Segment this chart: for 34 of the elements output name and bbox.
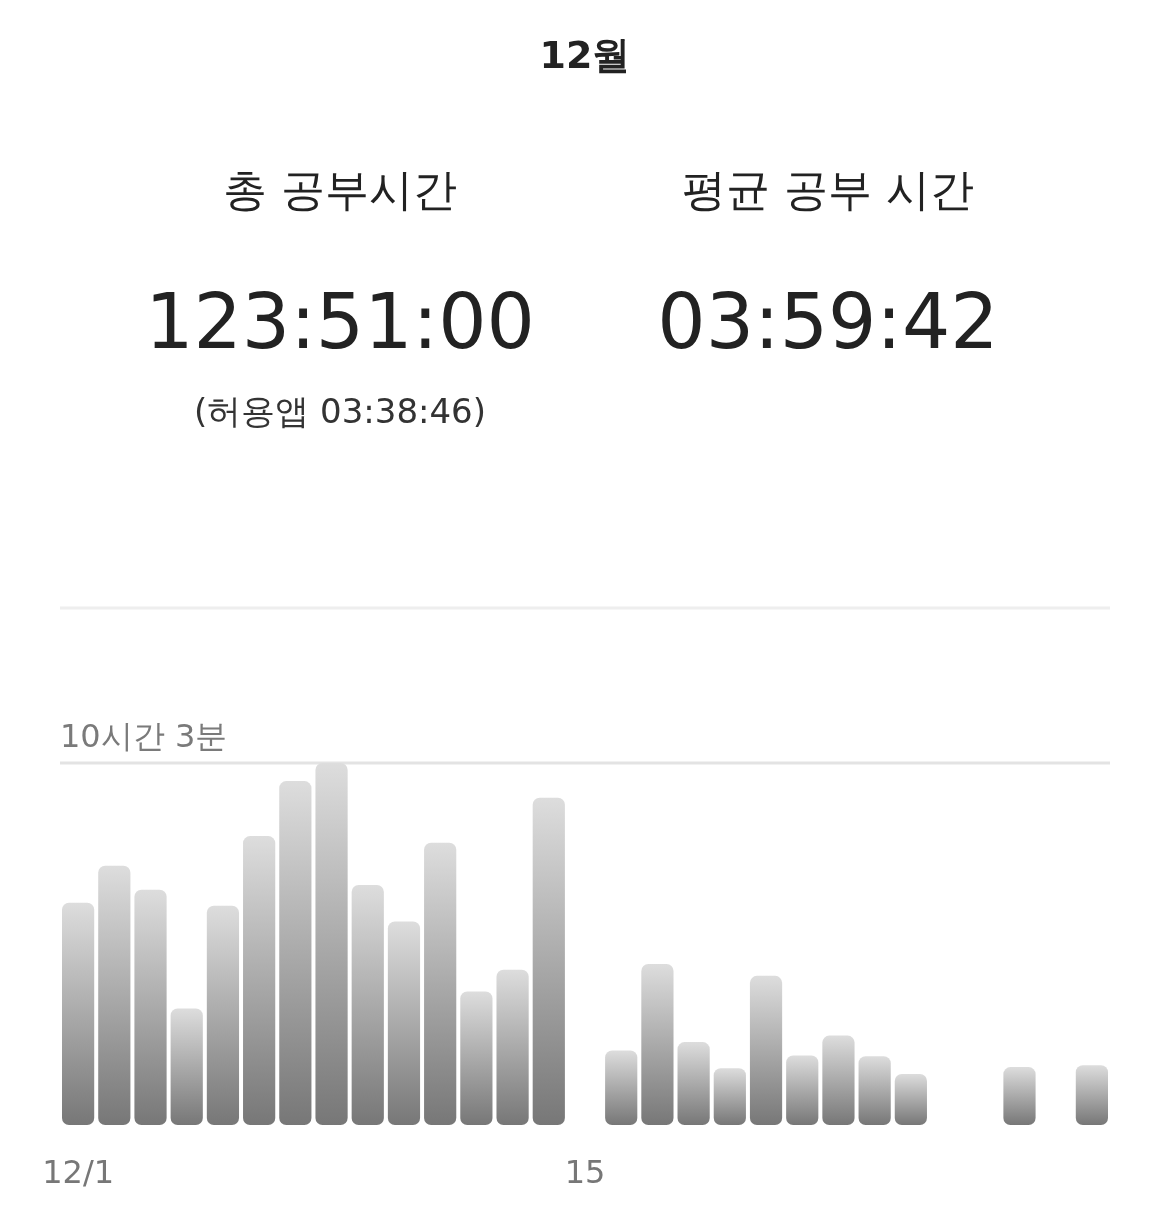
bar [749, 975, 783, 1125]
bar [1003, 1067, 1036, 1125]
ref-line-label: 10시간 3분 [60, 717, 228, 755]
bar [243, 836, 276, 1125]
bar [424, 842, 457, 1125]
bar [206, 905, 240, 1125]
bar [677, 1042, 710, 1125]
bar [822, 1035, 855, 1125]
bar [134, 889, 167, 1125]
text: 총 공부시간 [223, 164, 457, 215]
bar [786, 1055, 819, 1125]
bar [858, 1056, 891, 1125]
bar [713, 1068, 746, 1125]
text: 123:51:00 [145, 277, 535, 366]
bar [279, 781, 312, 1125]
chart-title: 12월 [539, 33, 631, 77]
bar [1075, 1065, 1108, 1125]
bar [641, 963, 674, 1125]
text: (허용앱 03:38:46) [193, 391, 487, 431]
bar [894, 1073, 927, 1125]
bar [496, 969, 529, 1125]
bar [351, 884, 384, 1125]
bar [170, 1008, 203, 1125]
text: 평균 공부 시간 [682, 164, 974, 215]
bar [605, 1050, 638, 1125]
bar [62, 902, 95, 1125]
x-tick-label: 12/1 [42, 1153, 115, 1191]
bar [532, 797, 565, 1125]
bar [315, 763, 348, 1125]
bar [98, 865, 131, 1125]
bar [387, 921, 421, 1125]
text: 03:59:42 [657, 277, 999, 366]
bar [460, 991, 493, 1125]
x-tick-label: 15 [564, 1153, 606, 1191]
